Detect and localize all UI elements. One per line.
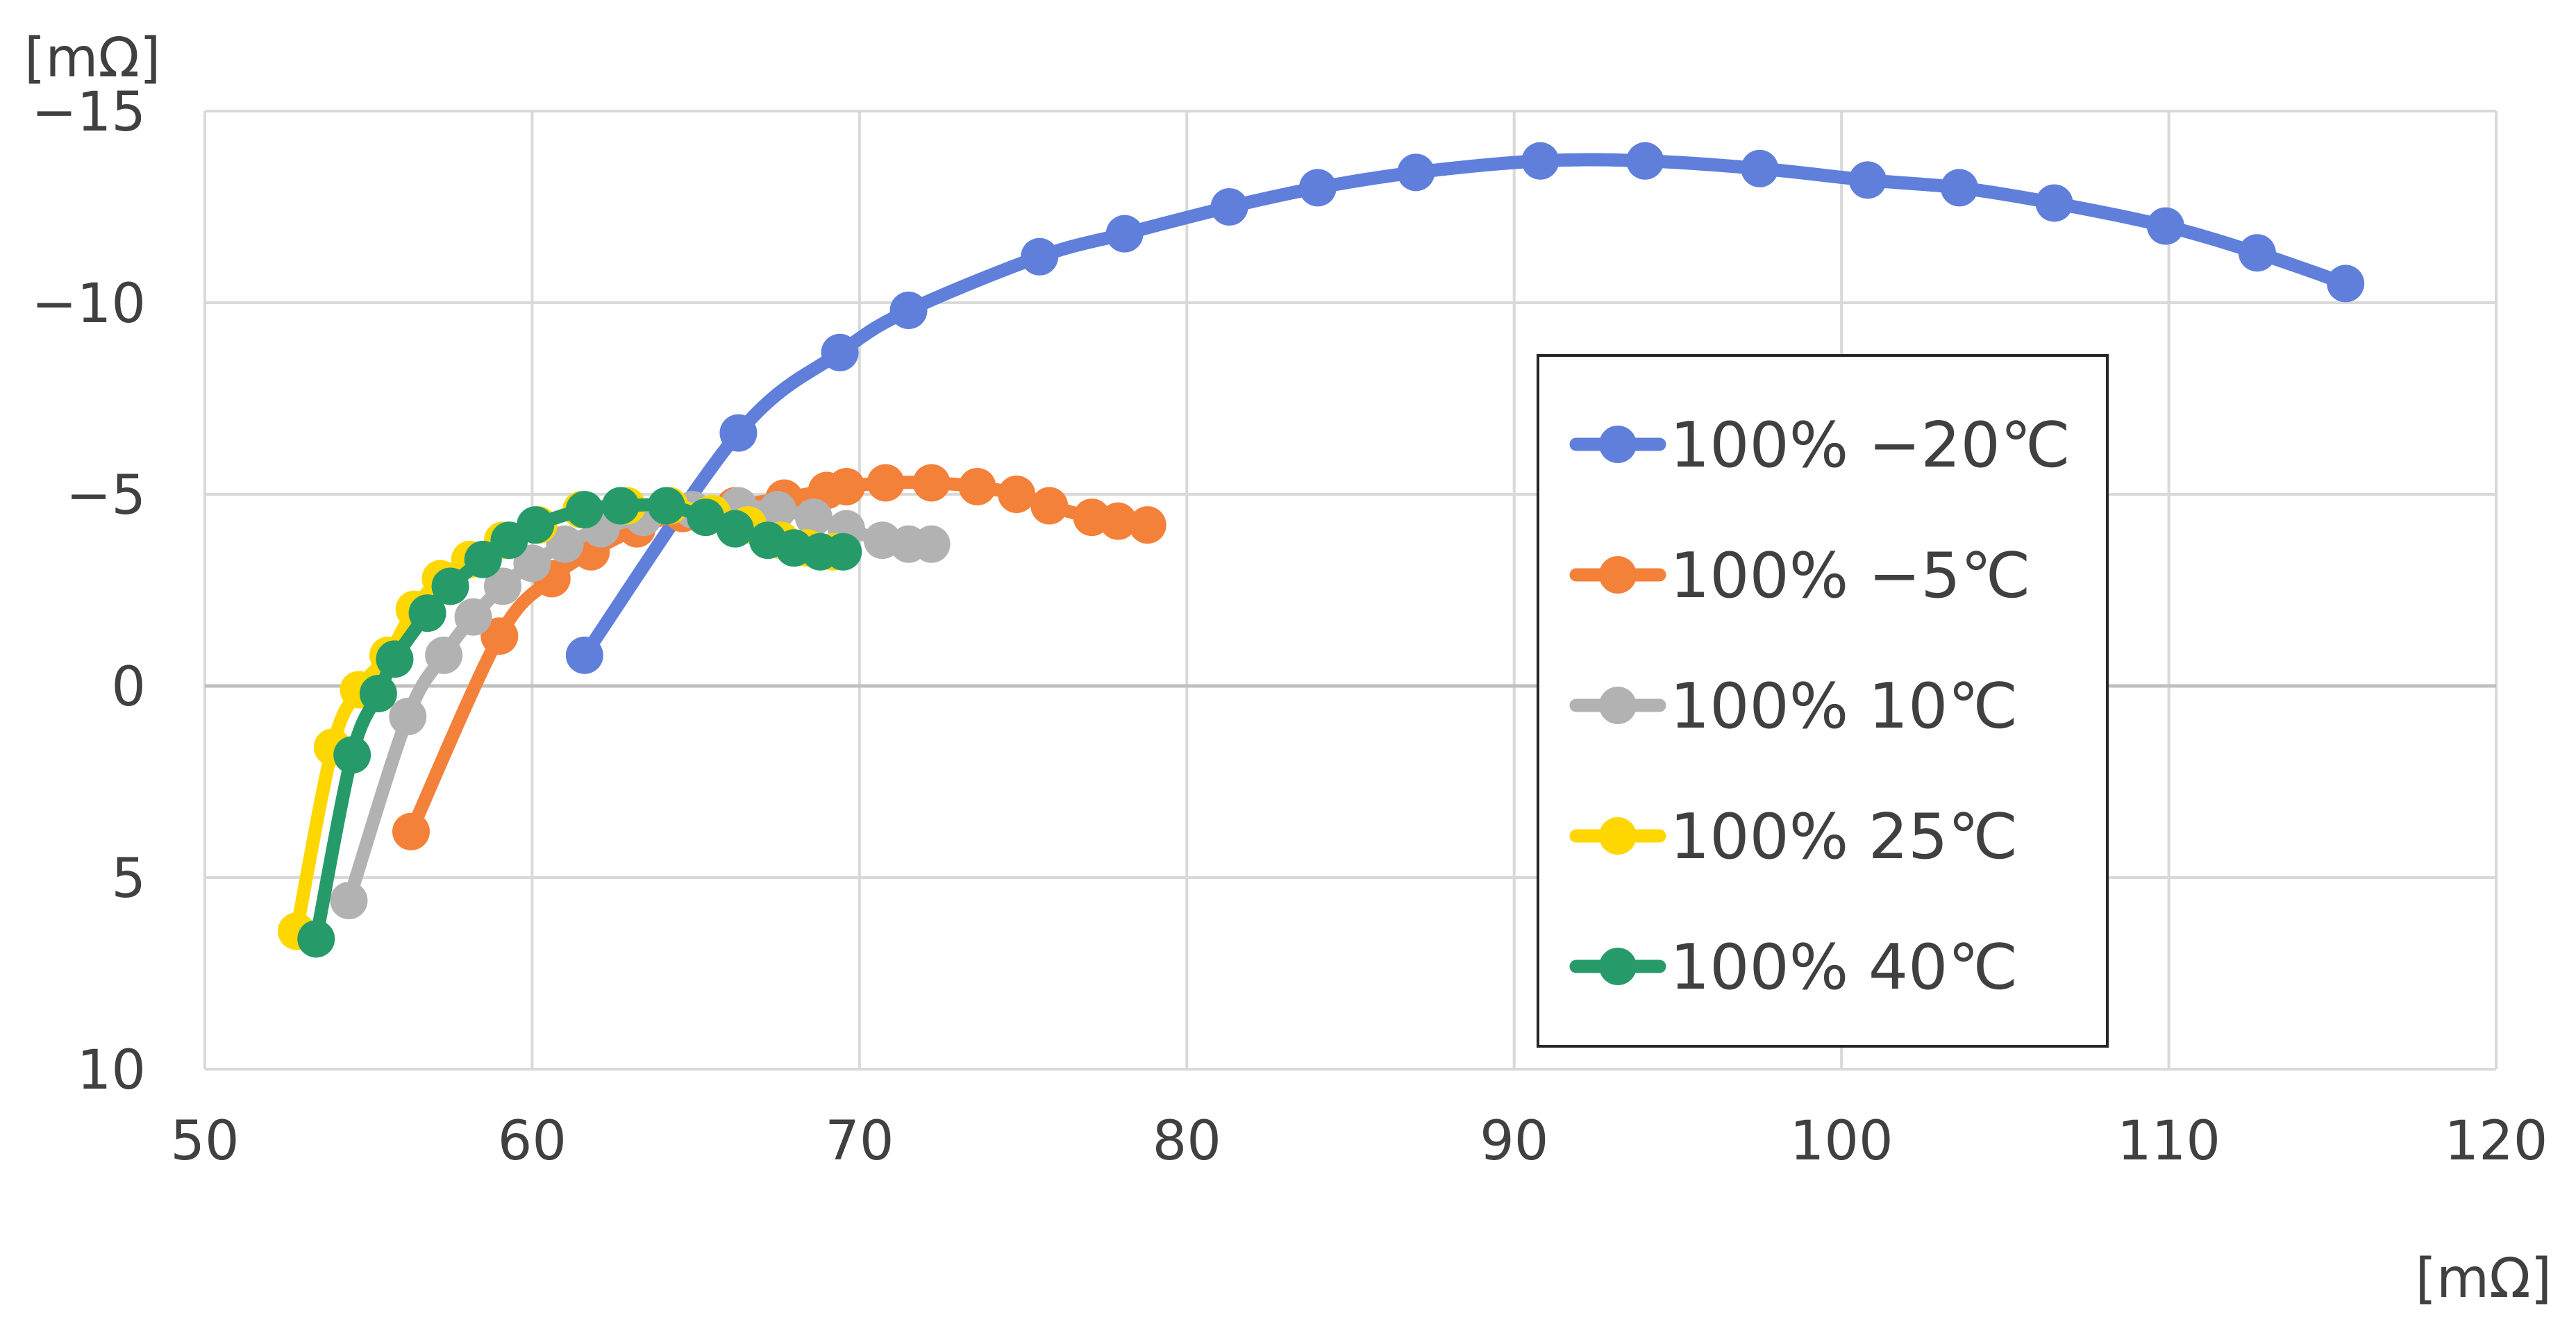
data-point — [1105, 215, 1144, 253]
legend-swatch-marker — [1599, 687, 1637, 724]
tick-labels: 50 60 70 80 90 100 110 120 −15 −10 −5 0 5 10 — [31, 81, 2548, 1173]
legend-item: 100% −5℃ — [1569, 539, 2031, 612]
data-point — [565, 491, 603, 529]
series-0 — [565, 142, 2365, 674]
data-point — [392, 812, 430, 850]
data-point — [1940, 169, 1978, 207]
legend-swatch-marker — [1599, 426, 1637, 463]
data-point — [546, 525, 584, 563]
data-point — [912, 464, 951, 502]
data-point — [359, 675, 397, 713]
legend-item: 100% 25℃ — [1569, 800, 2018, 873]
legend-items: 100% −20℃ 100% −5℃ 100% 10℃ 100% 25℃ 100% 40… — [1569, 409, 2071, 1004]
data-point — [1210, 188, 1248, 226]
x-axis-unit-label: [mΩ] — [2416, 1248, 2552, 1310]
legend-label: 100% 40℃ — [1670, 931, 2018, 1004]
data-point — [376, 640, 414, 678]
data-point — [480, 617, 519, 655]
legend-swatch-marker — [1599, 556, 1637, 594]
data-point — [1848, 161, 1887, 199]
data-point — [431, 567, 469, 605]
data-point — [454, 598, 492, 636]
legend: 100% −20℃ 100% −5℃ 100% 10℃ 100% 25℃ 100% 40… — [1537, 354, 2109, 1048]
legend-swatch-marker — [1599, 817, 1637, 855]
data-point — [824, 533, 862, 571]
data-point — [408, 594, 446, 632]
data-point — [425, 636, 463, 674]
data-point — [1030, 487, 1069, 525]
y-tick-label: 5 — [111, 848, 146, 910]
data-point — [2238, 234, 2276, 272]
data-point — [330, 882, 368, 920]
data-point — [565, 636, 603, 674]
data-point — [1521, 142, 1559, 180]
series-4 — [297, 487, 862, 958]
data-point — [716, 510, 754, 548]
data-series — [278, 142, 2365, 958]
data-point — [687, 498, 725, 537]
y-tick-label: −5 — [66, 464, 146, 527]
legend-item: 100% −20℃ — [1569, 409, 2071, 482]
data-point — [513, 544, 551, 582]
data-point — [333, 736, 371, 774]
y-axis-unit-label: [mΩ] — [24, 27, 160, 90]
x-tick-label: 110 — [2117, 1110, 2220, 1173]
data-point — [464, 540, 502, 578]
legend-label: 100% −5℃ — [1670, 539, 2031, 612]
data-point — [484, 567, 521, 605]
data-point — [821, 333, 859, 371]
legend-label: 100% −20℃ — [1670, 409, 2071, 482]
data-point — [1099, 502, 1137, 540]
data-point — [958, 467, 996, 505]
data-point — [389, 698, 427, 736]
data-point — [867, 464, 905, 502]
data-point — [647, 487, 685, 525]
data-point — [1021, 237, 1059, 276]
x-tick-label: 60 — [498, 1110, 567, 1173]
data-point — [889, 292, 928, 330]
data-point — [297, 920, 335, 958]
data-point — [2035, 184, 2073, 222]
data-point — [517, 506, 555, 544]
y-tick-label: 10 — [77, 1039, 146, 1102]
data-point — [2327, 265, 2365, 303]
data-point — [912, 525, 951, 563]
x-tick-label: 50 — [170, 1110, 239, 1173]
data-point — [1298, 169, 1337, 207]
data-point — [1741, 149, 1779, 187]
x-tick-label: 80 — [1153, 1110, 1221, 1173]
x-tick-label: 120 — [2445, 1110, 2548, 1173]
data-point — [1626, 142, 1664, 180]
x-tick-label: 70 — [825, 1110, 894, 1173]
legend-swatch-marker — [1599, 948, 1637, 985]
data-point — [794, 498, 833, 537]
data-point — [828, 467, 865, 505]
legend-label: 100% 25℃ — [1670, 800, 2018, 873]
x-tick-label: 90 — [1480, 1110, 1548, 1173]
y-tick-label: −15 — [31, 81, 146, 144]
legend-item: 100% 40℃ — [1569, 931, 2018, 1004]
y-tick-label: −10 — [31, 273, 146, 335]
data-point — [759, 491, 796, 529]
legend-label: 100% 10℃ — [1670, 670, 2018, 743]
data-point — [601, 487, 639, 525]
data-point — [719, 414, 758, 452]
data-point — [998, 476, 1036, 513]
data-point — [1128, 506, 1166, 544]
y-tick-label: 0 — [111, 656, 146, 719]
x-tick-label: 100 — [1790, 1110, 1893, 1173]
data-point — [1397, 153, 1435, 192]
legend-item: 100% 10℃ — [1569, 670, 2018, 743]
data-point — [2146, 207, 2184, 245]
